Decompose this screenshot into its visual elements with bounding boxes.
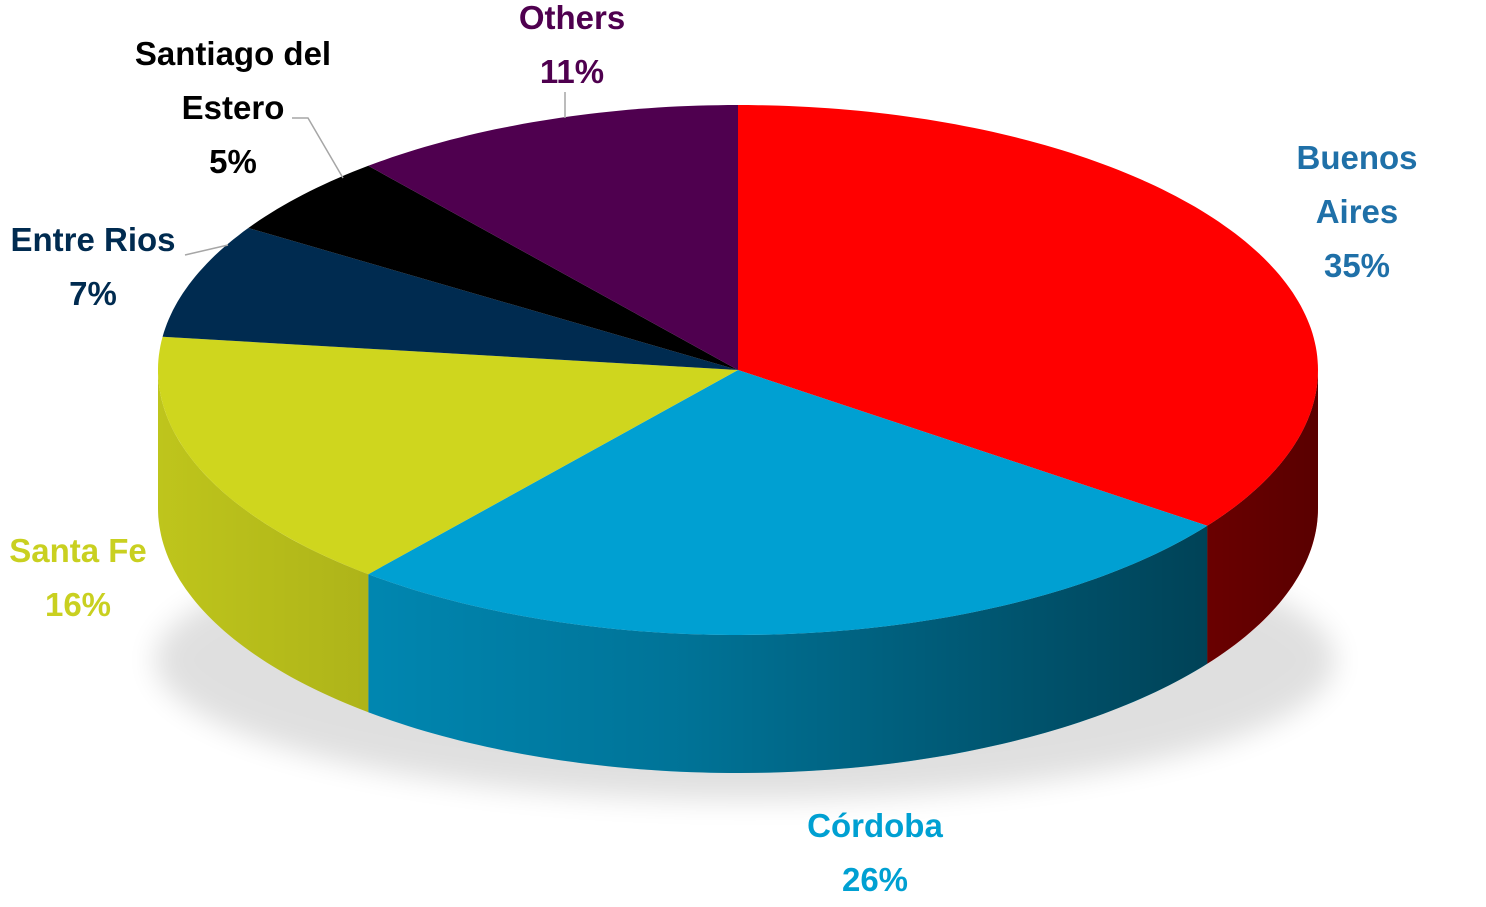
slice bbox=[368, 105, 738, 370]
label-name: Santa Fe bbox=[9, 532, 147, 569]
label-value: 35% bbox=[1323, 247, 1391, 284]
label-value: 5% bbox=[209, 143, 257, 180]
label-name: Others bbox=[518, 0, 626, 36]
label-value: 7% bbox=[69, 275, 117, 312]
label-name: Santiago del Estero bbox=[134, 35, 332, 126]
slice bbox=[158, 336, 738, 575]
data-label: Buenos Aires 35% bbox=[1293, 131, 1422, 293]
slice bbox=[248, 165, 739, 370]
data-label: Córdoba 26% bbox=[807, 799, 943, 907]
label-name: Córdoba bbox=[807, 807, 943, 844]
side-shade bbox=[158, 370, 1318, 773]
leader-line bbox=[292, 117, 344, 179]
data-label: Others 11% bbox=[519, 0, 625, 99]
label-name: Buenos Aires bbox=[1296, 139, 1418, 230]
slice bbox=[368, 370, 1208, 635]
label-value: 16% bbox=[44, 586, 112, 623]
data-label: Santiago del Estero 5% bbox=[108, 27, 358, 189]
tops bbox=[158, 105, 1318, 635]
label-value: 26% bbox=[841, 861, 909, 898]
leader-line bbox=[184, 244, 229, 256]
sides bbox=[158, 370, 1318, 773]
data-label: Entre Rios 7% bbox=[10, 213, 175, 321]
label-value: 11% bbox=[539, 53, 605, 90]
slice bbox=[162, 228, 739, 370]
data-label: Santa Fe 16% bbox=[9, 524, 147, 632]
label-name: Entre Rios bbox=[10, 221, 176, 258]
slice bbox=[738, 105, 1318, 526]
